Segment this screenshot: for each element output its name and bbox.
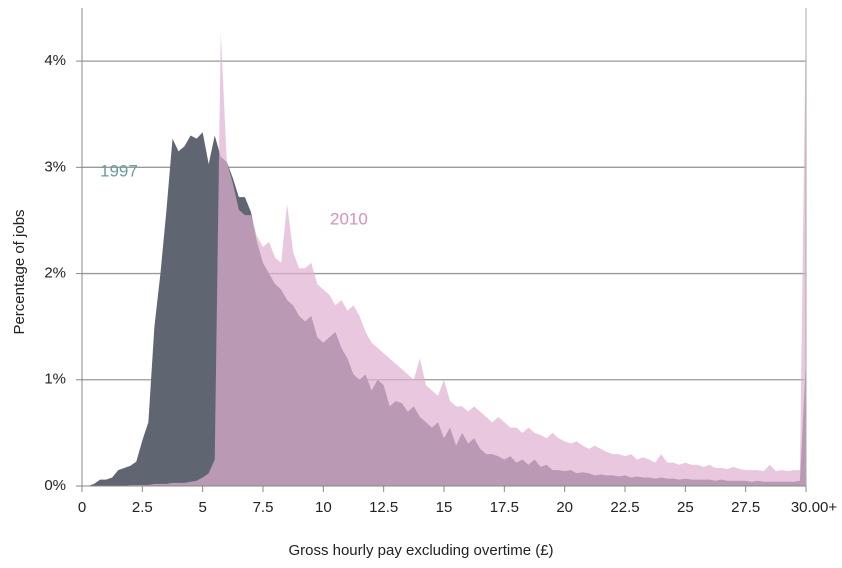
series-label: 2010 bbox=[330, 209, 368, 228]
y-axis-label: Percentage of jobs bbox=[11, 209, 28, 334]
x-tick-label: 27.5 bbox=[731, 499, 760, 516]
series-label: 1997 bbox=[100, 161, 138, 180]
y-tick-label: 1% bbox=[44, 371, 66, 388]
x-tick-label: 30.00+ bbox=[791, 499, 838, 516]
y-tick-label: 0% bbox=[44, 477, 66, 494]
x-tick-label: 15 bbox=[436, 499, 453, 516]
x-tick-label: 2.5 bbox=[132, 499, 153, 516]
x-tick-label: 17.5 bbox=[490, 499, 519, 516]
y-tick-label: 4% bbox=[44, 52, 66, 69]
x-axis-label: Gross hourly pay excluding overtime (£) bbox=[288, 542, 553, 559]
x-tick-label: 22.5 bbox=[610, 499, 639, 516]
x-tick-label: 0 bbox=[78, 499, 86, 516]
x-tick-label: 10 bbox=[315, 499, 332, 516]
x-tick-label: 12.5 bbox=[369, 499, 398, 516]
y-tick-label: 2% bbox=[44, 265, 66, 282]
x-tick-label: 25 bbox=[677, 499, 694, 516]
x-tick-label: 5 bbox=[198, 499, 206, 516]
area bbox=[82, 8, 806, 486]
x-tick-label: 7.5 bbox=[253, 499, 274, 516]
y-tick-label: 3% bbox=[44, 158, 66, 175]
x-tick-label: 20 bbox=[556, 499, 573, 516]
